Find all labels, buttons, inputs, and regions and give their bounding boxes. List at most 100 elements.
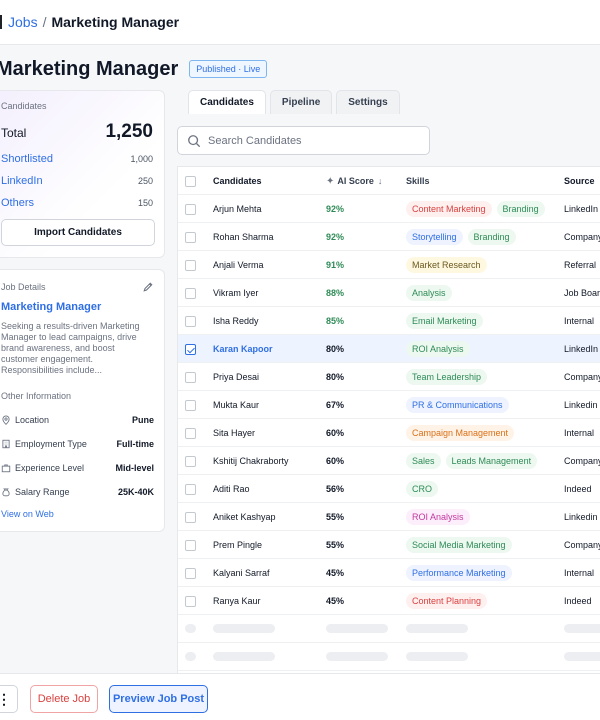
- candidate-name[interactable]: Vikram Iyer: [213, 288, 259, 298]
- candidate-name[interactable]: Karan Kapoor: [213, 344, 273, 354]
- row-checkbox[interactable]: [185, 567, 196, 579]
- more-options-button[interactable]: ⋮: [0, 685, 18, 713]
- candidate-name[interactable]: Prem Pingle: [213, 540, 263, 550]
- source: Indeed: [564, 596, 592, 606]
- job-details-label: Job Details: [1, 282, 46, 292]
- source: Internal: [564, 568, 595, 578]
- candidate-name[interactable]: Sita Hayer: [213, 428, 256, 438]
- candidate-name[interactable]: Mukta Kaur: [213, 400, 260, 410]
- candidate-name[interactable]: Anjali Verma: [213, 260, 264, 270]
- skills-cell: ROI Analysis: [406, 335, 475, 363]
- pencil-icon[interactable]: [142, 281, 154, 293]
- row-checkbox[interactable]: [185, 427, 196, 439]
- job-title: Marketing Manager: [1, 301, 102, 313]
- table-row[interactable]: Rohan Sharma 92% Storytelling Branding Compa…: [178, 223, 600, 251]
- row-checkbox[interactable]: [185, 371, 196, 383]
- column-header-skills[interactable]: Skills: [406, 176, 430, 186]
- skill-tag: Branding: [467, 229, 516, 245]
- skills-cell: Performance Marketing: [406, 559, 517, 587]
- candidate-name[interactable]: Kshitij Chakraborty: [213, 456, 289, 466]
- source-label[interactable]: Shortlisted: [1, 153, 53, 165]
- info-row-location: Location Pune: [1, 415, 154, 425]
- row-checkbox[interactable]: [185, 511, 196, 523]
- candidate-name[interactable]: Aniket Kashyap: [213, 512, 276, 522]
- sparkle-icon: ✦: [326, 175, 335, 187]
- table-row[interactable]: Ranya Kaur 45% Content Planning Indeed: [178, 587, 600, 615]
- ai-score: 55%: [326, 512, 345, 522]
- table-row[interactable]: Kshitij Chakraborty 60% Sales Leads Managem…: [178, 447, 600, 475]
- ai-score: 55%: [326, 540, 345, 550]
- search-input[interactable]: [208, 134, 408, 147]
- source-row-shortlisted[interactable]: Shortlisted 1,000: [1, 153, 153, 165]
- skills-cell: ROI Analysis: [406, 503, 475, 531]
- delete-job-button[interactable]: Delete Job: [30, 685, 98, 713]
- row-checkbox[interactable]: [185, 287, 196, 299]
- candidate-name[interactable]: Kalyani Sarraf: [213, 568, 270, 578]
- candidate-name[interactable]: Ranya Kaur: [213, 596, 261, 606]
- source-label[interactable]: LinkedIn: [1, 175, 43, 187]
- table-row[interactable]: Priya Desai 80% Team Leadership Company: [178, 363, 600, 391]
- row-checkbox[interactable]: [185, 595, 196, 607]
- table-row[interactable]: Prem Pingle 55% Social Media Marketing Comp…: [178, 531, 600, 559]
- source-label[interactable]: Others: [1, 197, 35, 209]
- table-row[interactable]: Sita Hayer 60% Campaign Management Internal: [178, 419, 600, 447]
- table-row[interactable]: Mukta Kaur 67% PR & Communications Linkedin: [178, 391, 600, 419]
- skeleton-bar: [213, 652, 275, 661]
- table-row[interactable]: Kalyani Sarraf 45% Performance Marketing In…: [178, 559, 600, 587]
- column-header-source[interactable]: Source: [564, 176, 595, 186]
- tab-candidates[interactable]: Candidates: [188, 90, 266, 114]
- skill-tag: Email Marketing: [406, 313, 483, 329]
- table-row[interactable]: Isha Reddy 85% Email Marketing Internal: [178, 307, 600, 335]
- skills-cell: Sales Leads Management: [406, 447, 542, 475]
- preview-job-post-button[interactable]: Preview Job Post: [109, 685, 208, 713]
- import-candidates-button[interactable]: Import Candidates: [1, 219, 155, 246]
- skill-tag: CRO: [406, 481, 438, 497]
- row-checkbox[interactable]: [185, 315, 196, 327]
- table-row[interactable]: Aditi Rao 56% CRO Indeed: [178, 475, 600, 503]
- ai-score: 92%: [326, 204, 345, 214]
- title-row: Marketing Manager Published · Live: [0, 56, 268, 82]
- table-row[interactable]: Anjali Verma 91% Market Research Referral: [178, 251, 600, 279]
- tab-pipeline[interactable]: Pipeline: [269, 90, 333, 114]
- candidate-name[interactable]: Rohan Sharma: [213, 232, 274, 242]
- row-checkbox[interactable]: [185, 231, 196, 243]
- skills-cell: Analysis: [406, 279, 457, 307]
- candidate-name[interactable]: Arjun Mehta: [213, 204, 262, 214]
- row-checkbox[interactable]: [185, 455, 196, 467]
- ai-score: 85%: [326, 316, 345, 326]
- table-row[interactable]: Vikram Iyer 88% Analysis Job Board: [178, 279, 600, 307]
- skeleton-bar: [185, 652, 196, 661]
- candidate-name[interactable]: Isha Reddy: [213, 316, 259, 326]
- column-header-ai-score[interactable]: ✦ AI Score ↓: [326, 167, 382, 195]
- source-row-others[interactable]: Others 150: [1, 197, 153, 209]
- table-row[interactable]: Aniket Kashyap 55% ROI Analysis Linkedin: [178, 503, 600, 531]
- source-row-linkedin[interactable]: LinkedIn 250: [1, 175, 153, 187]
- column-header-candidates[interactable]: Candidates: [213, 176, 262, 186]
- row-checkbox[interactable]: [185, 399, 196, 411]
- view-on-web-link[interactable]: View on Web: [1, 509, 54, 519]
- row-checkbox[interactable]: [185, 539, 196, 551]
- source: Linkedin: [564, 512, 598, 522]
- skill-tag: ROI Analysis: [406, 509, 470, 525]
- candidate-name[interactable]: Aditi Rao: [213, 484, 250, 494]
- breadcrumb-bar: Jobs / Marketing Manager: [0, 0, 600, 45]
- job-details-card: Job Details Marketing Manager Seeking a …: [0, 269, 165, 532]
- building-icon: [2, 439, 10, 449]
- row-checkbox[interactable]: [185, 483, 196, 495]
- skeleton-bar: [213, 624, 275, 633]
- table-row[interactable]: Arjun Mehta 92% Content Marketing Branding L…: [178, 195, 600, 223]
- info-row-salary-range: Salary Range 25K-40K: [1, 487, 154, 497]
- breadcrumb-jobs-link[interactable]: Jobs: [8, 14, 38, 30]
- select-all-checkbox[interactable]: [185, 175, 196, 187]
- info-value: Pune: [131, 415, 154, 425]
- row-checkbox[interactable]: [185, 343, 196, 355]
- row-checkbox[interactable]: [185, 203, 196, 215]
- skill-tag: Content Marketing: [406, 201, 492, 217]
- source: LinkedIn: [564, 344, 599, 354]
- table-row[interactable]: Karan Kapoor 80% ROI Analysis LinkedIn: [178, 335, 600, 363]
- skill-tag: Storytelling: [406, 229, 463, 245]
- sort-down-icon[interactable]: ↓: [377, 176, 383, 186]
- tab-settings[interactable]: Settings: [336, 90, 400, 114]
- candidate-name[interactable]: Priya Desai: [213, 372, 260, 382]
- row-checkbox[interactable]: [185, 259, 196, 271]
